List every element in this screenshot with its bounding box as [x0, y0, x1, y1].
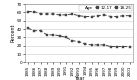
X-axis label: Year: Year: [74, 76, 84, 80]
Legend: Age, 12-17, 18-25: Age, 12-17, 18-25: [79, 5, 132, 10]
Y-axis label: Percent: Percent: [10, 24, 15, 42]
